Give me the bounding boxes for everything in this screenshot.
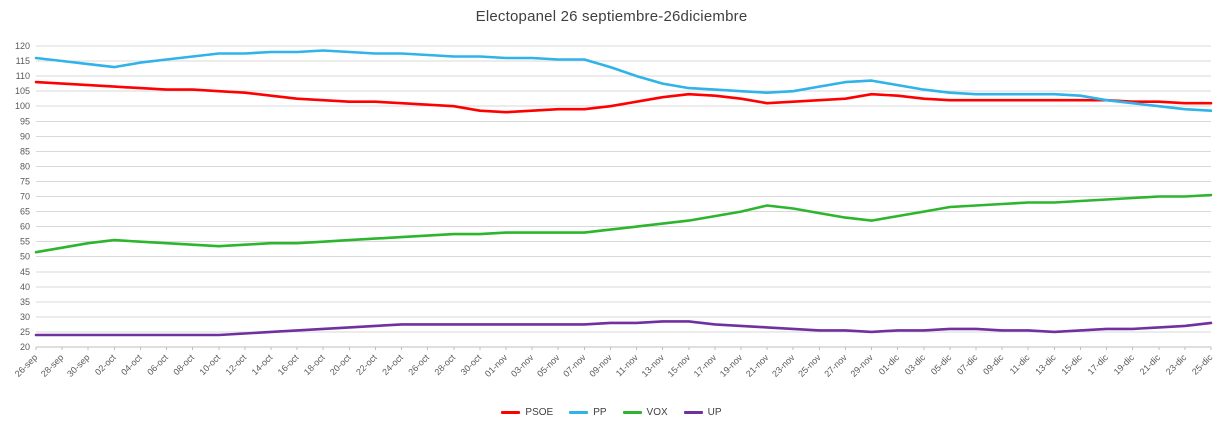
svg-text:14-oct: 14-oct (250, 352, 275, 377)
svg-text:10-oct: 10-oct (197, 352, 222, 377)
svg-text:21-nov: 21-nov (744, 352, 771, 379)
svg-text:20: 20 (20, 342, 30, 352)
svg-text:60: 60 (20, 222, 30, 232)
svg-text:06-oct: 06-oct (145, 352, 170, 377)
svg-text:35: 35 (20, 297, 30, 307)
svg-text:23-dic: 23-dic (1164, 352, 1189, 377)
svg-text:17-dic: 17-dic (1086, 352, 1111, 377)
svg-text:120: 120 (15, 41, 30, 51)
svg-text:24-oct: 24-oct (380, 352, 405, 377)
legend-item-pp: PP (569, 407, 607, 418)
svg-text:50: 50 (20, 252, 30, 262)
svg-text:07-nov: 07-nov (561, 352, 588, 379)
svg-text:105: 105 (15, 86, 30, 96)
svg-text:01-dic: 01-dic (877, 352, 902, 377)
svg-text:11-dic: 11-dic (1008, 352, 1032, 376)
svg-text:05-dic: 05-dic (929, 352, 954, 377)
svg-text:03-dic: 03-dic (903, 352, 928, 377)
svg-text:115: 115 (16, 56, 30, 66)
svg-text:45: 45 (20, 267, 30, 277)
svg-text:85: 85 (20, 146, 30, 156)
svg-text:25-dic: 25-dic (1190, 352, 1215, 377)
svg-text:110: 110 (16, 71, 30, 81)
svg-text:15-nov: 15-nov (666, 352, 693, 379)
svg-text:22-oct: 22-oct (354, 352, 379, 377)
svg-text:13-dic: 13-dic (1033, 352, 1058, 377)
svg-text:15-dic: 15-dic (1059, 352, 1084, 377)
svg-text:19-dic: 19-dic (1112, 352, 1137, 377)
svg-text:12-oct: 12-oct (224, 352, 249, 377)
legend-label-psoe: PSOE (525, 407, 554, 418)
svg-text:02-oct: 02-oct (93, 352, 118, 377)
svg-text:01-nov: 01-nov (483, 352, 510, 379)
svg-text:27-nov: 27-nov (822, 352, 849, 379)
svg-text:28-sep: 28-sep (39, 352, 66, 379)
svg-text:21-dic: 21-dic (1138, 352, 1163, 377)
chart-title: Electopanel 26 septiembre-26diciembre (475, 8, 748, 25)
svg-text:26-sep: 26-sep (13, 352, 40, 379)
svg-text:05-nov: 05-nov (535, 352, 562, 379)
svg-text:65: 65 (20, 207, 30, 217)
svg-text:95: 95 (20, 116, 30, 126)
legend-item-up: UP (683, 407, 722, 418)
svg-text:75: 75 (20, 176, 30, 186)
legend-label-up: UP (707, 407, 722, 418)
svg-text:18-oct: 18-oct (302, 352, 327, 377)
svg-text:29-nov: 29-nov (848, 352, 875, 379)
svg-text:26-oct: 26-oct (406, 352, 431, 377)
svg-text:30-sep: 30-sep (65, 352, 92, 379)
svg-text:25: 25 (20, 327, 30, 337)
svg-text:90: 90 (20, 131, 30, 141)
legend-label-vox: VOX (646, 407, 668, 418)
chart-legend: PSOE PP VOX UP (0, 407, 1223, 418)
svg-text:25-nov: 25-nov (796, 352, 823, 379)
svg-text:55: 55 (20, 237, 30, 247)
svg-text:28-oct: 28-oct (432, 352, 457, 377)
svg-text:09-dic: 09-dic (981, 352, 1006, 377)
svg-text:30: 30 (20, 312, 30, 322)
svg-text:07-dic: 07-dic (955, 352, 980, 377)
legend-swatch-pp (569, 411, 589, 414)
svg-text:20-oct: 20-oct (328, 352, 353, 377)
svg-text:03-nov: 03-nov (509, 352, 536, 379)
svg-text:11-nov: 11-nov (614, 352, 640, 378)
svg-text:16-oct: 16-oct (276, 352, 301, 377)
svg-text:23-nov: 23-nov (770, 352, 797, 379)
svg-text:40: 40 (20, 282, 30, 292)
svg-text:100: 100 (15, 101, 30, 111)
legend-swatch-up (683, 411, 703, 414)
legend-swatch-psoe (501, 411, 521, 414)
svg-text:30-oct: 30-oct (459, 352, 484, 377)
svg-text:09-nov: 09-nov (587, 352, 614, 379)
legend-swatch-vox (622, 411, 642, 414)
svg-text:04-oct: 04-oct (119, 352, 144, 377)
svg-text:08-oct: 08-oct (171, 352, 196, 377)
legend-item-psoe: PSOE (501, 407, 553, 418)
legend-item-vox: VOX (622, 407, 668, 418)
legend-label-pp: PP (593, 407, 607, 418)
svg-text:19-nov: 19-nov (718, 352, 745, 379)
svg-text:13-nov: 13-nov (640, 352, 667, 379)
svg-text:17-nov: 17-nov (692, 352, 719, 379)
svg-text:80: 80 (20, 161, 30, 171)
svg-text:70: 70 (20, 192, 30, 202)
